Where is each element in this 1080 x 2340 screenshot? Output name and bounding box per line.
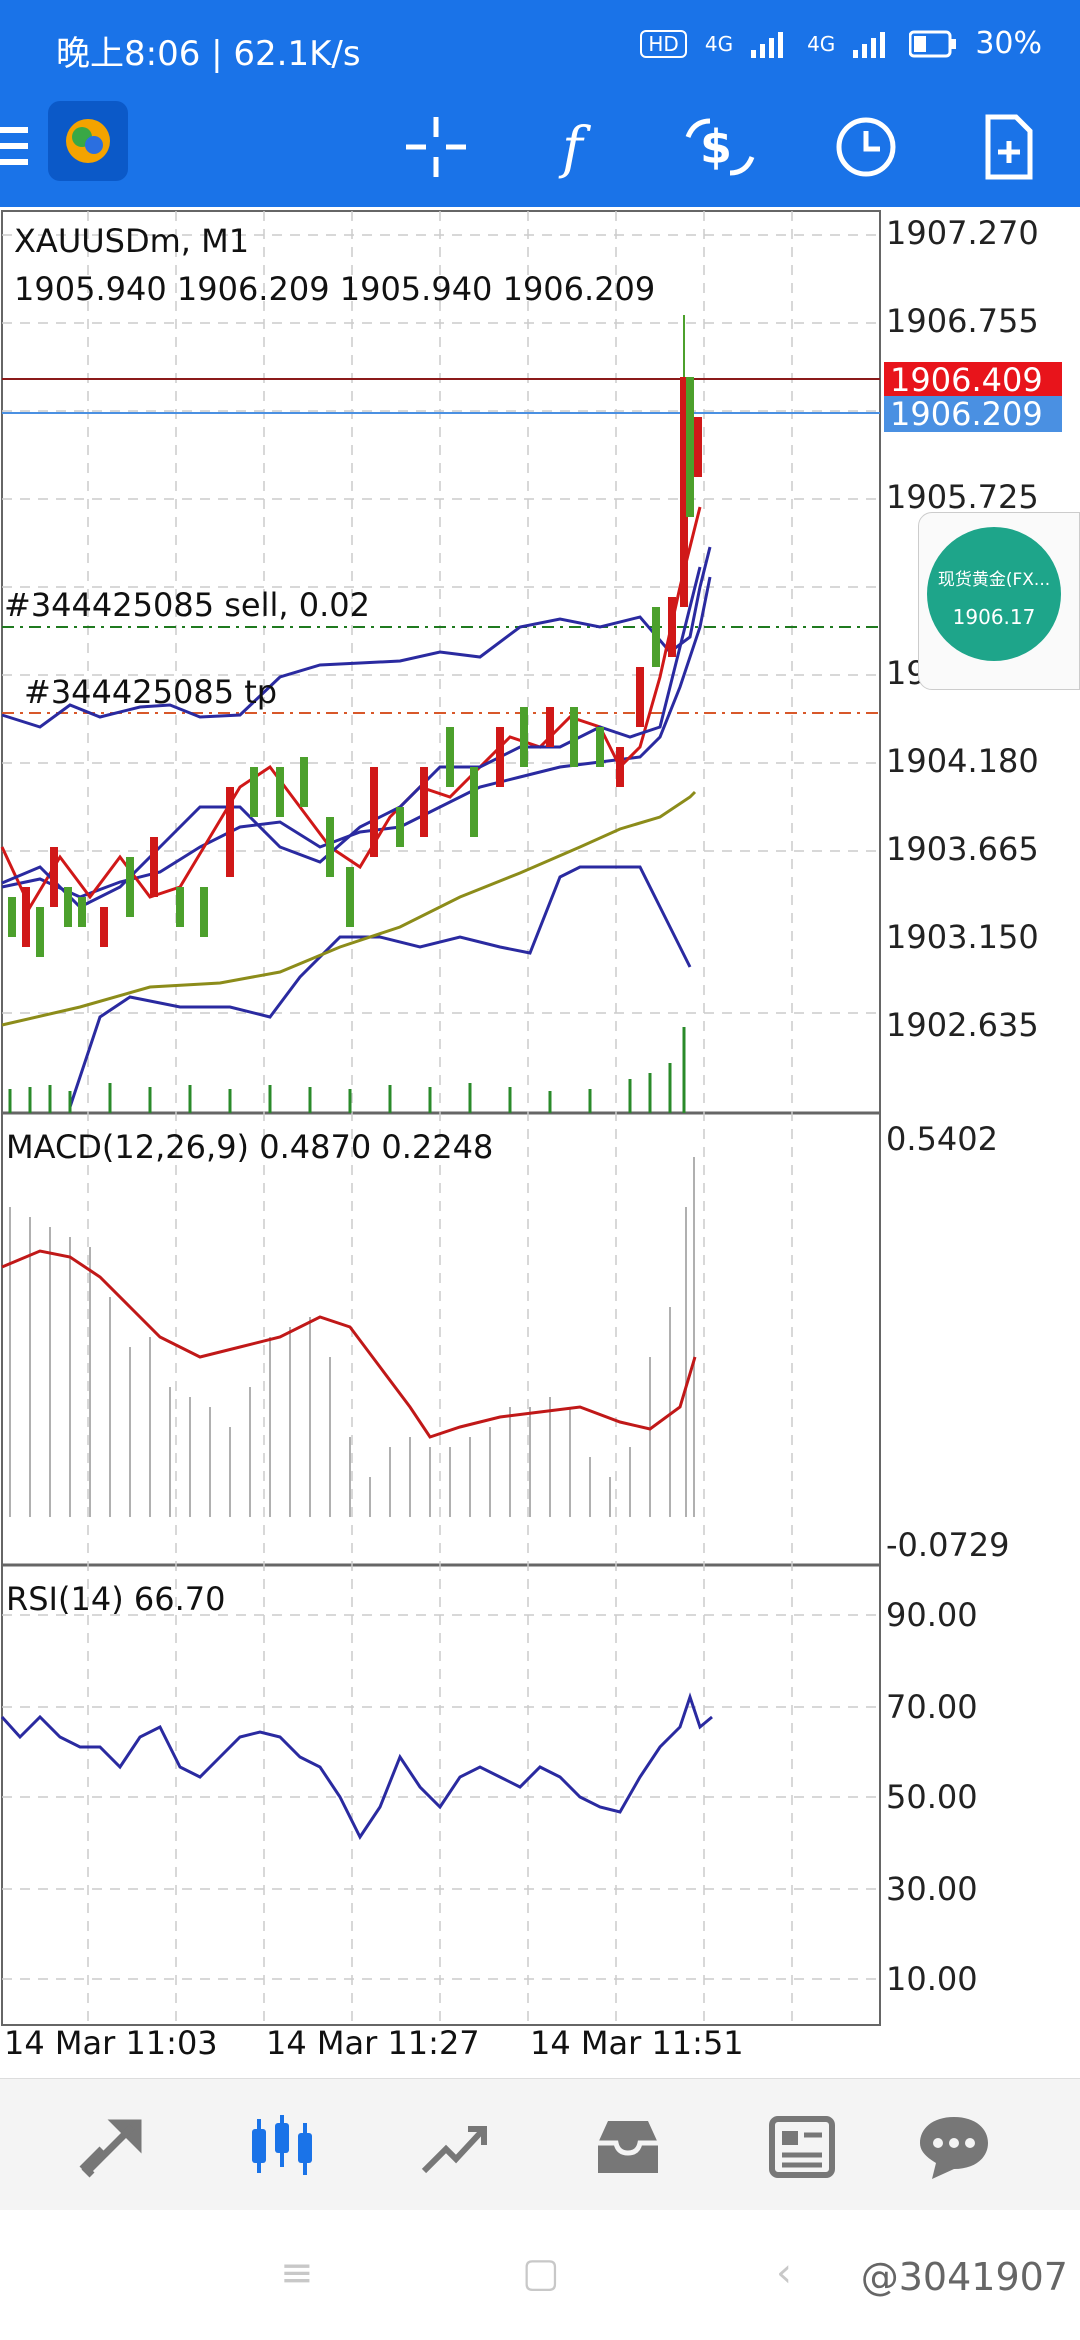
bollinger-lower: [68, 865, 692, 1108]
messages-icon[interactable]: [916, 2109, 992, 2185]
order-line-label[interactable]: #344425085 sell, 0.02: [4, 586, 370, 624]
news-icon[interactable]: [764, 2109, 840, 2185]
svg-text:$: $: [700, 120, 732, 174]
rsi-scale-tick: 30.00: [886, 1870, 978, 1908]
history-icon[interactable]: [590, 2109, 666, 2185]
toolbar: f $: [0, 95, 1080, 207]
bid-price-label: 1906.209: [884, 396, 1062, 432]
time-axis-label: 14 Mar 11:27: [266, 2024, 480, 2062]
rsi-scale-tick: 10.00: [886, 1960, 978, 1998]
time-axis-label: 14 Mar 11:51: [530, 2024, 744, 2062]
rsi-line: [0, 1692, 713, 1840]
chart-area[interactable]: [0, 207, 1080, 2087]
ma-olive: [1, 790, 697, 1027]
quotes-icon[interactable]: [72, 2109, 148, 2185]
battery-icon: [909, 30, 957, 57]
macd-histogram: [9, 1157, 695, 1517]
signal-icon: 4G: [704, 31, 734, 56]
status-time: 晚上8:06 | 62.1K/s: [56, 34, 361, 74]
macd-scale-bottom: -0.0729: [886, 1526, 1010, 1564]
chart-icon[interactable]: [244, 2109, 320, 2185]
trade-nav-icon[interactable]: [416, 2109, 492, 2185]
menu-icon[interactable]: [0, 117, 40, 177]
hd-badge: HD: [640, 29, 687, 58]
system-navigation: ≡ ▢ ‹: [0, 2210, 1080, 2340]
quote-bubble-price: 1906.17: [952, 605, 1036, 629]
signal-bars-icon: [751, 31, 784, 58]
price-scale-tick: 1903.665: [886, 830, 1039, 868]
mt5-logo: [48, 101, 128, 181]
volume-bars: [8, 1027, 686, 1113]
price-scale-tick: 1903.150: [886, 918, 1039, 956]
candles: [8, 315, 702, 957]
rsi-scale-tick: 50.00: [886, 1778, 978, 1816]
symbol-title: XAUUSDm, M1: [14, 222, 250, 260]
price-scale-tick: 1905.725: [886, 478, 1039, 516]
macd-signal-line: [1, 1249, 697, 1439]
tp-line-label[interactable]: #344425085 tp: [24, 673, 278, 711]
back-icon[interactable]: ‹: [776, 2250, 792, 2296]
price-scale-tick: 1902.635: [886, 1006, 1039, 1044]
svg-text:f: f: [558, 116, 592, 181]
macd-scale-top: 0.5402: [886, 1120, 998, 1158]
price-scale-tick: 1906.755: [886, 302, 1039, 340]
quote-bubble[interactable]: 现货黄金(FX... 1906.17: [927, 527, 1061, 661]
status-icons: HD 4G 4G 30%: [640, 26, 1042, 61]
ohlc-values: 1905.940 1906.209 1905.940 1906.209: [14, 270, 656, 308]
time-axis-label: 14 Mar 11:03: [4, 2024, 218, 2062]
rsi-scale-tick: 90.00: [886, 1596, 978, 1634]
battery-level: 30%: [975, 26, 1042, 61]
floating-quote-widget[interactable]: 现货黄金(FX... 1906.17: [918, 512, 1080, 690]
chart-canvas[interactable]: [0, 207, 1080, 2087]
signal-icon-2: 4G: [807, 31, 836, 56]
macd-title: MACD(12,26,9) 0.4870 0.2248: [6, 1128, 494, 1166]
rsi-title: RSI(14) 66.70: [6, 1580, 226, 1618]
bottom-navigation: [0, 2078, 1080, 2211]
price-scale-tick: 1907.270: [886, 214, 1039, 252]
rsi-scale-tick: 70.00: [886, 1688, 978, 1726]
crosshair-icon[interactable]: [396, 107, 476, 187]
ask-price-label: 1906.409: [884, 362, 1062, 398]
trade-icon[interactable]: $: [680, 107, 760, 187]
signal-bars-icon-2: [853, 31, 886, 58]
quote-bubble-title: 现货黄金(FX...: [937, 570, 1051, 590]
function-icon[interactable]: f: [540, 107, 620, 187]
price-scale-tick: 1904.180: [886, 742, 1039, 780]
status-bar: 晚上8:06 | 62.1K/s HD 4G 4G 30%: [0, 0, 1080, 95]
watermark: @3041907: [860, 2255, 1068, 2299]
home-icon[interactable]: ▢: [522, 2250, 560, 2296]
recent-apps-icon[interactable]: ≡: [280, 2250, 314, 2296]
clock-icon[interactable]: [826, 107, 906, 187]
new-chart-icon[interactable]: [968, 107, 1048, 187]
